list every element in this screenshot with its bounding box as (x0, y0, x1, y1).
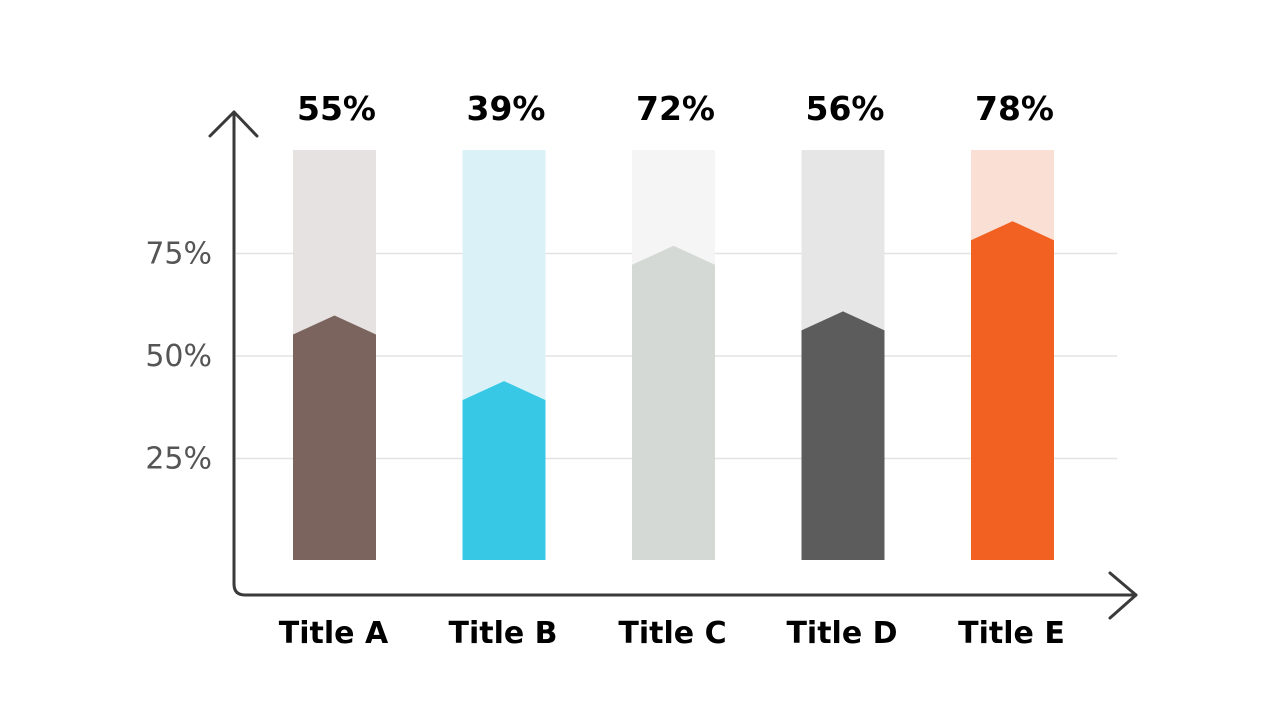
x-axis-arrow (1108, 571, 1138, 620)
y-tick-label: 50% (145, 339, 212, 374)
category-labels: Title A Title B Title C Title D Title E (279, 616, 1065, 651)
bar (971, 221, 1054, 560)
y-axis-line (232, 110, 1138, 597)
value-label: 56% (806, 89, 885, 128)
bar (462, 381, 546, 560)
value-label: 72% (636, 89, 715, 128)
category-label: Title B (448, 616, 557, 651)
value-label: 39% (467, 89, 546, 128)
y-axis-arrow (208, 110, 259, 138)
y-tick-label: 75% (145, 237, 212, 272)
category-label: Title D (786, 616, 897, 651)
axes (208, 110, 1138, 620)
y-tick-label: 25% (145, 442, 212, 477)
y-tick-labels: 25% 50% 75% (145, 237, 212, 477)
value-label: 55% (297, 89, 376, 128)
bar (293, 315, 376, 560)
category-label: Title A (279, 616, 389, 651)
value-labels: 55% 39% 72% 56% 78% (297, 89, 1054, 128)
value-label: 78% (975, 89, 1054, 128)
bars (293, 150, 1054, 561)
bar (801, 311, 885, 560)
category-label: Title E (958, 616, 1065, 651)
bar (632, 245, 715, 561)
category-label: Title C (618, 616, 726, 651)
